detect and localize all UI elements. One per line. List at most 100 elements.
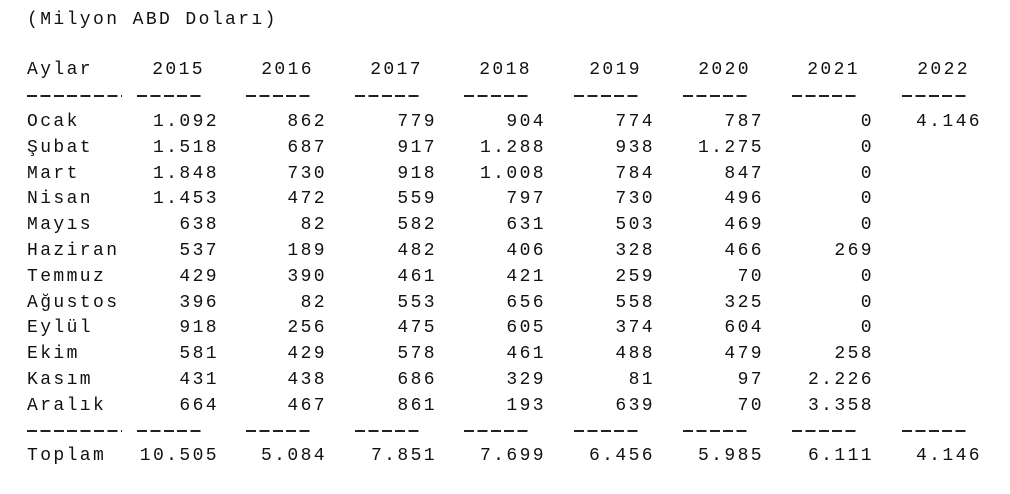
separator bbox=[683, 95, 749, 97]
value-cell: 81 bbox=[628, 370, 655, 390]
value-cell: 467 bbox=[287, 395, 327, 416]
value-cell: 918 bbox=[179, 318, 219, 339]
value-cell: 730 bbox=[287, 163, 327, 184]
separator bbox=[902, 430, 968, 432]
value-cell: 496 bbox=[724, 189, 764, 210]
value-cell: 559 bbox=[397, 189, 437, 210]
value-cell: 396 bbox=[179, 292, 219, 313]
value-cell: 0 bbox=[860, 189, 874, 210]
value-cell: 258 bbox=[834, 344, 874, 365]
value-cell: 1.092 bbox=[152, 112, 219, 132]
value-cell: 797 bbox=[506, 189, 546, 210]
separator bbox=[792, 430, 858, 432]
total-label: Toplam bbox=[27, 446, 107, 466]
value-cell: 664 bbox=[179, 395, 219, 416]
month-label: Ocak bbox=[27, 112, 80, 132]
separator bbox=[27, 430, 122, 432]
value-cell: 2.226 bbox=[807, 370, 874, 390]
month-label: Kasım bbox=[27, 370, 94, 390]
value-cell: 4.146 bbox=[915, 112, 982, 132]
header-cell: 2020 bbox=[698, 60, 751, 80]
separator bbox=[683, 430, 749, 432]
month-label: Şubat bbox=[27, 137, 94, 158]
value-cell: 582 bbox=[397, 215, 437, 236]
total-cell: 10.505 bbox=[139, 446, 219, 466]
total-cell: 6.111 bbox=[807, 446, 874, 466]
value-cell: 631 bbox=[506, 215, 546, 236]
total-cell: 7.699 bbox=[479, 446, 546, 466]
value-cell: 779 bbox=[397, 112, 437, 132]
header-cell: 2018 bbox=[479, 60, 532, 80]
value-cell: 431 bbox=[179, 370, 219, 390]
separator bbox=[464, 430, 530, 432]
value-cell: 558 bbox=[615, 292, 655, 313]
unit-note: (Milyon ABD Doları) bbox=[27, 10, 278, 30]
total-cell: 5.084 bbox=[260, 446, 327, 466]
value-cell: 488 bbox=[615, 344, 655, 365]
value-cell: 461 bbox=[397, 266, 437, 287]
value-cell: 581 bbox=[179, 344, 219, 365]
value-cell: 429 bbox=[287, 344, 327, 365]
separator bbox=[27, 95, 122, 97]
value-cell: 466 bbox=[724, 241, 764, 261]
value-cell: 70 bbox=[737, 395, 764, 416]
value-cell: 269 bbox=[834, 241, 874, 261]
header-cell: Aylar bbox=[27, 60, 94, 80]
value-cell: 1.518 bbox=[152, 137, 219, 158]
value-cell: 0 bbox=[860, 137, 874, 158]
value-cell: 70 bbox=[737, 266, 764, 287]
separator bbox=[137, 430, 203, 432]
value-cell: 537 bbox=[179, 241, 219, 261]
value-cell: 421 bbox=[506, 266, 546, 287]
value-cell: 0 bbox=[860, 292, 874, 313]
value-cell: 325 bbox=[724, 292, 764, 313]
value-cell: 0 bbox=[860, 318, 874, 339]
value-cell: 861 bbox=[397, 395, 437, 416]
separator bbox=[574, 95, 640, 97]
value-cell: 774 bbox=[615, 112, 655, 132]
value-cell: 0 bbox=[860, 163, 874, 184]
header-cell: 2019 bbox=[589, 60, 642, 80]
header-cell: 2016 bbox=[261, 60, 314, 80]
value-cell: 656 bbox=[506, 292, 546, 313]
separator bbox=[464, 95, 530, 97]
header-cell: 2022 bbox=[917, 60, 970, 80]
value-cell: 0 bbox=[860, 266, 874, 287]
value-cell: 904 bbox=[506, 112, 546, 132]
value-cell: 938 bbox=[615, 137, 655, 158]
month-label: Mart bbox=[27, 163, 80, 184]
separator bbox=[246, 430, 312, 432]
value-cell: 328 bbox=[615, 241, 655, 261]
value-cell: 472 bbox=[287, 189, 327, 210]
month-label: Nisan bbox=[27, 189, 94, 210]
value-cell: 787 bbox=[724, 112, 764, 132]
total-cell: 5.985 bbox=[697, 446, 764, 466]
separator bbox=[792, 95, 858, 97]
value-cell: 97 bbox=[737, 370, 764, 390]
header-cell: 2015 bbox=[152, 60, 205, 80]
month-label: Temmuz bbox=[27, 266, 107, 287]
month-label: Aralık bbox=[27, 395, 107, 416]
total-cell: 6.456 bbox=[588, 446, 655, 466]
value-cell: 3.358 bbox=[807, 395, 874, 416]
separator bbox=[574, 430, 640, 432]
month-label: Mayıs bbox=[27, 215, 94, 236]
value-cell: 1.008 bbox=[479, 163, 546, 184]
value-cell: 479 bbox=[724, 344, 764, 365]
separator bbox=[355, 430, 421, 432]
total-cell: 4.146 bbox=[915, 446, 982, 466]
header-cell: 2017 bbox=[370, 60, 423, 80]
value-cell: 639 bbox=[615, 395, 655, 416]
total-cell: 7.851 bbox=[370, 446, 437, 466]
value-cell: 578 bbox=[397, 344, 437, 365]
value-cell: 638 bbox=[179, 215, 219, 236]
separator bbox=[355, 95, 421, 97]
value-cell: 847 bbox=[724, 163, 764, 184]
value-cell: 0 bbox=[860, 112, 874, 132]
value-cell: 82 bbox=[300, 292, 327, 313]
value-cell: 1.275 bbox=[697, 137, 764, 158]
separator bbox=[246, 95, 312, 97]
month-label: Ağustos bbox=[27, 292, 120, 313]
value-cell: 1.288 bbox=[479, 137, 546, 158]
